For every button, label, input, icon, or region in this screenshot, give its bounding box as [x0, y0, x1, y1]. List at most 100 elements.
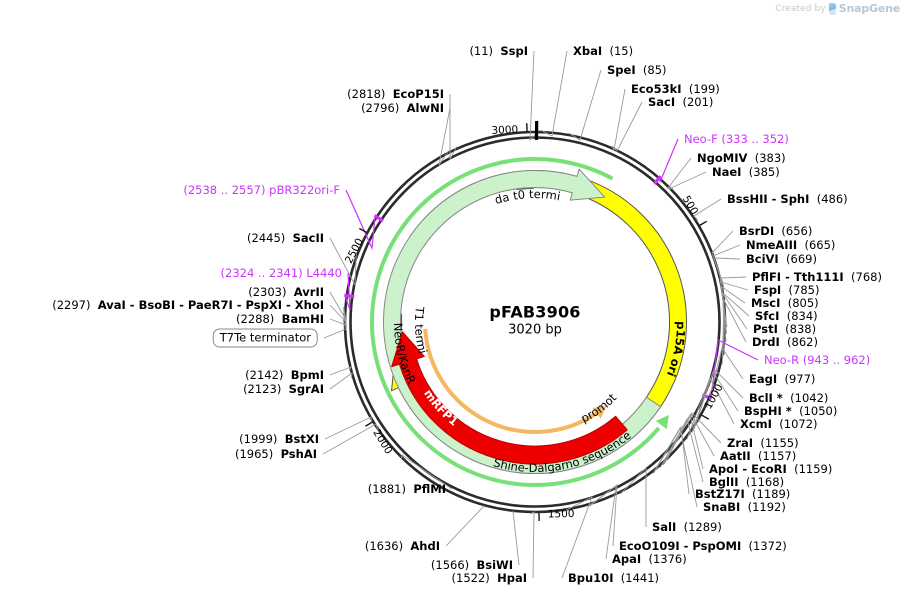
leader-line — [711, 230, 734, 283]
restriction-site-alwni[interactable]: (2796) AlwNI — [361, 101, 444, 115]
leader-line — [710, 339, 759, 399]
restriction-site-zrai[interactable]: ZraI (1155) — [727, 436, 799, 450]
restriction-site-spei[interactable]: SpeI (85) — [607, 63, 667, 77]
leader-line — [322, 423, 380, 455]
restriction-site-bsiwi[interactable]: (1566) BsiWI — [430, 558, 513, 572]
restriction-site-saci[interactable]: SacI (201) — [648, 95, 714, 109]
feature-mrfp1[interactable] — [391, 331, 628, 465]
leader-line — [686, 376, 735, 440]
leader-line — [329, 366, 352, 376]
feature-mrfp1-orf-arc — [423, 328, 607, 434]
primer-tick — [344, 293, 355, 299]
restriction-site-avai[interactable]: (2297) AvaI - BsoBI - PaeR7I - PspXI - X… — [52, 298, 324, 312]
snapgene-logo-icon — [828, 2, 836, 15]
leader-line — [445, 505, 486, 547]
restriction-site-bpu10i[interactable]: Bpu10I (1441) — [568, 571, 660, 585]
restriction-site-bamhi[interactable]: (2288) BamHI — [236, 312, 324, 326]
ruler-tick-label: 2000 — [370, 427, 394, 456]
leader-line — [652, 426, 698, 508]
leader-line — [659, 138, 679, 183]
restriction-site-eagi[interactable]: EagI (977) — [749, 372, 816, 386]
restriction-site-bsshii[interactable]: BssHII - SphI (486) — [727, 192, 848, 206]
restriction-site-nmeaiii[interactable]: NmeAIII (665) — [746, 238, 836, 252]
restriction-site-xbai[interactable]: XbaI (15) — [573, 44, 634, 58]
feature-label: lambda t0 terminator — [0, 0, 562, 207]
primer-label-pbr322ori-f[interactable]: (2538 .. 2557) pBR322ori-F — [183, 183, 340, 197]
restriction-site-aatii[interactable]: AatII (1157) — [720, 449, 797, 463]
leader-line — [587, 485, 617, 560]
leader-line — [612, 101, 643, 152]
leader-line — [722, 292, 748, 355]
leader-line — [324, 416, 373, 440]
restriction-site-snabi[interactable]: SnaBI (1192) — [703, 500, 786, 514]
leader-line — [329, 372, 353, 390]
leader-line — [719, 276, 747, 328]
restriction-site-naei[interactable]: NaeI (385) — [712, 165, 780, 179]
plasmid-size: 3020 bp — [508, 322, 562, 338]
restriction-site-hpai[interactable]: (1522) HpaI — [451, 571, 527, 585]
restriction-site-ecoo109i[interactable]: EcoO109I - PspOMI (1372) — [619, 539, 787, 553]
leader-line — [721, 286, 746, 342]
leader-line — [653, 425, 690, 495]
ruler-tick-label: 2500 — [343, 236, 366, 265]
restriction-site-eco53ki[interactable]: Eco53kI (199) — [631, 82, 720, 96]
feature-neor-kanr-cds-arc — [370, 157, 669, 487]
leader-line — [691, 370, 739, 433]
restriction-site-fspi[interactable]: FspI (785) — [754, 283, 820, 297]
restriction-site-pshai[interactable]: (1965) PshAI — [235, 447, 317, 461]
restriction-site-apoi[interactable]: ApoI - EcoRI (1159) — [709, 462, 833, 476]
primer-label-l4440[interactable]: (2324 .. 2341) L4440 — [220, 266, 342, 280]
restriction-site-pflmi[interactable]: (1881) PflMI — [367, 482, 446, 496]
restriction-site-avrii[interactable]: (2303) AvrII — [248, 285, 324, 299]
restriction-site-sgrai[interactable]: (2123) SgrAI — [243, 382, 324, 396]
leader-line — [512, 510, 520, 566]
restriction-site-pflfi[interactable]: PflFI - Tth111I (768) — [752, 270, 882, 284]
leader-line — [449, 94, 458, 160]
restriction-site-bpmi[interactable]: (2142) BpmI — [245, 368, 324, 382]
restriction-site-xcmi[interactable]: XcmI (1072) — [740, 417, 818, 431]
leader-line — [345, 189, 376, 251]
restriction-site-psti[interactable]: PstI (838) — [753, 322, 817, 336]
plasmid-title-block: pFAB3906 3020 bp — [489, 303, 580, 338]
restriction-site-bcivi[interactable]: BciVI (669) — [746, 252, 817, 266]
restriction-site-ecop15i[interactable]: (2818) EcoP15I — [347, 87, 444, 101]
leader-line — [568, 69, 602, 141]
leader-line — [720, 281, 749, 335]
restriction-site-msci[interactable]: MscI (805) — [751, 296, 819, 310]
restriction-site-bcli[interactable]: BclI * (1042) — [749, 391, 829, 405]
restriction-site-bsrdi[interactable]: BsrDI (656) — [739, 224, 813, 238]
leader-line — [693, 368, 744, 431]
feature-label: trc promoter — [0, 0, 620, 427]
restriction-site-bglii[interactable]: BglII (1168) — [709, 475, 785, 489]
restriction-site-sfci[interactable]: SfcI (834) — [755, 309, 818, 323]
restriction-site-drdi[interactable]: DrdI (862) — [752, 335, 818, 349]
restriction-site-sspi[interactable]: (11) SspI — [469, 44, 528, 58]
leader-line — [611, 88, 626, 152]
primer-label-neo-f[interactable]: Neo-F (333 .. 352) — [684, 132, 789, 146]
feature-box-t7te-terminator[interactable]: T7Te terminator — [212, 328, 318, 348]
snapgene-watermark: Created by SnapGene — [775, 2, 900, 15]
leader-line — [659, 417, 704, 483]
leader-line — [329, 237, 357, 287]
leader-line — [619, 466, 647, 527]
restriction-site-bstxi[interactable]: (1999) BstXI — [239, 432, 319, 446]
restriction-site-bsphi[interactable]: BspHI * (1050) — [744, 404, 838, 418]
restriction-site-sali[interactable]: SalI (1289) — [652, 520, 722, 534]
leader-line — [329, 304, 347, 324]
leader-line — [344, 272, 351, 311]
restriction-site-ahdi[interactable]: (1636) AhdI — [364, 539, 440, 553]
leader-line — [706, 346, 744, 408]
leader-line — [530, 511, 535, 579]
ruler-tick-label: 3000 — [491, 124, 518, 137]
restriction-site-ngomiv[interactable]: NgoMIV (383) — [697, 151, 786, 165]
restriction-site-apai[interactable]: ApaI (1376) — [612, 552, 687, 566]
plasmid-name: pFAB3906 — [489, 302, 581, 322]
primer-tick — [652, 175, 662, 185]
leader-line — [668, 171, 707, 190]
restriction-site-sacii[interactable]: (2445) SacII — [247, 231, 324, 245]
primer-label-neo-r[interactable]: Neo-R (943 .. 962) — [764, 353, 871, 367]
restriction-site-bstz17i[interactable]: BstZ17I (1189) — [695, 487, 791, 501]
leader-line — [667, 157, 692, 189]
